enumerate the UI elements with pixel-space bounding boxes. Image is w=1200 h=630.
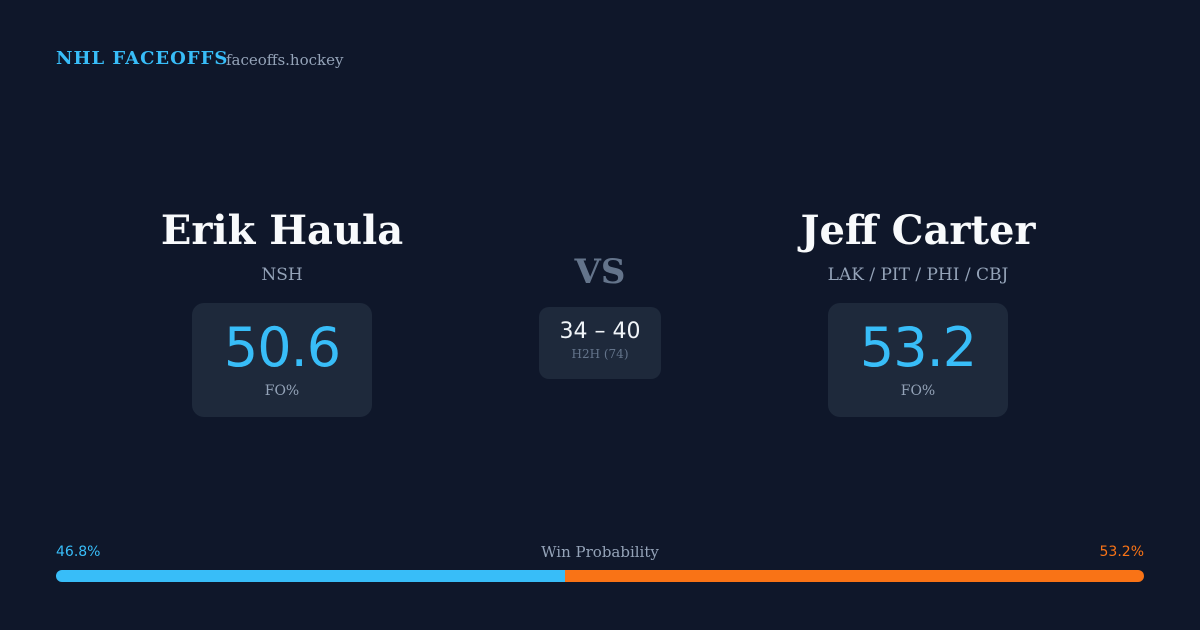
player-left: Erik Haula NSH 50.6 FO% (82, 205, 482, 417)
win-prob-segment (56, 570, 566, 582)
fo-label: FO% (264, 383, 300, 399)
player-right: Jeff Carter LAK / PIT / PHI / CBJ 53.2 F… (718, 205, 1118, 417)
win-prob-right: 53.2% (1099, 544, 1144, 560)
win-prob-label: Win Probability (541, 543, 659, 561)
win-prob-left: 46.8% (56, 544, 101, 560)
win-prob-bar (56, 570, 1144, 582)
h2h-label: H2H (74) (571, 347, 629, 361)
vs: VS (574, 252, 626, 292)
h2h-score: 34 – 40 (559, 319, 641, 344)
win-prob-segment (565, 570, 1144, 582)
player-team: NSH (261, 265, 303, 285)
fo-pct: 53.2 (859, 316, 977, 379)
h2h-card: 34 – 40 H2H (74) (539, 307, 661, 379)
fo-label: FO% (900, 383, 936, 399)
brand: NHL FACEOFFS (56, 48, 229, 69)
fo-pct: 50.6 (223, 316, 341, 379)
player-team: LAK / PIT / PHI / CBJ (827, 265, 1009, 285)
fo-card: 53.2 FO% (827, 303, 1009, 417)
player-name: Jeff Carter (800, 207, 1036, 254)
player-name: Erik Haula (160, 207, 404, 254)
site-url: faceoffs.hockey (226, 51, 344, 69)
fo-card: 50.6 FO% (191, 303, 373, 417)
